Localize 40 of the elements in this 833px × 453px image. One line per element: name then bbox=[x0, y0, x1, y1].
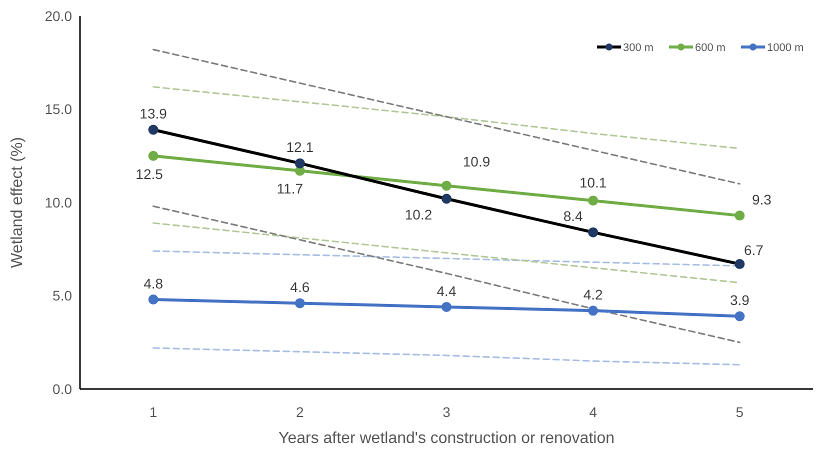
point bbox=[148, 294, 158, 304]
line-series bbox=[152, 347, 740, 366]
point bbox=[734, 311, 745, 322]
y-tick-label: 0.0 bbox=[52, 380, 72, 397]
x-tick-label: 2 bbox=[296, 404, 304, 420]
data-label: 10.2 bbox=[404, 206, 432, 223]
point bbox=[588, 306, 598, 316]
data-label: 10.1 bbox=[579, 174, 607, 191]
data-label: 3.9 bbox=[730, 292, 750, 308]
x-tick-label: 3 bbox=[442, 404, 451, 420]
legend-label: 300 m bbox=[623, 42, 654, 54]
y-tick-label: 10.0 bbox=[44, 194, 72, 210]
data-label: 4.4 bbox=[436, 282, 456, 299]
data-label: 9.3 bbox=[752, 191, 772, 208]
point bbox=[588, 196, 598, 206]
point bbox=[442, 180, 452, 191]
data-label: 12.5 bbox=[136, 166, 164, 182]
x-tick-label: 4 bbox=[589, 404, 598, 420]
data-label: 10.9 bbox=[462, 154, 490, 170]
point bbox=[442, 302, 452, 312]
legend-label: 1000 m bbox=[767, 42, 804, 54]
data-label: 4.2 bbox=[583, 286, 604, 303]
data-label: 11.7 bbox=[276, 180, 304, 197]
y-axis-title: Wetland effect (%) bbox=[9, 136, 26, 268]
x-tick-label: 5 bbox=[736, 404, 744, 420]
legend-label: 600 m bbox=[695, 42, 726, 54]
x-axis-title: Years after wetland's construction or renovation bbox=[278, 430, 614, 447]
data-label: 6.7 bbox=[744, 242, 764, 258]
y-tick-label: 20.0 bbox=[44, 8, 72, 24]
data-label: 13.9 bbox=[140, 106, 168, 122]
x-tick-label: 1 bbox=[149, 404, 158, 420]
y-tick-label: 15.0 bbox=[44, 101, 72, 118]
point bbox=[734, 210, 745, 221]
data-label: 8.4 bbox=[563, 208, 584, 224]
data-label: 4.6 bbox=[290, 279, 310, 296]
data-label: 12.1 bbox=[286, 139, 314, 156]
data-label: 4.8 bbox=[144, 275, 164, 292]
point bbox=[294, 298, 305, 308]
y-tick-label: 5.0 bbox=[52, 288, 72, 304]
point bbox=[148, 150, 158, 161]
